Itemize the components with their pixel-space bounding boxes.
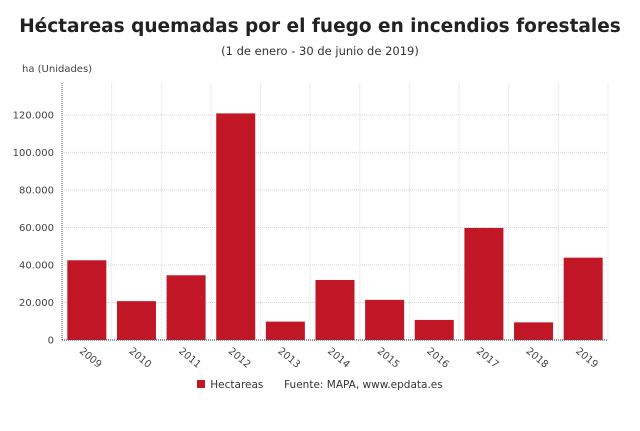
bar-2017: [464, 228, 504, 340]
bar-2019: [563, 257, 603, 340]
x-tick-label: 2015: [375, 346, 402, 371]
y-tick-label: 40.000: [19, 260, 54, 271]
x-tick-label: 2018: [524, 346, 551, 371]
chart-title: Héctareas quemadas por el fuego en incen…: [19, 16, 621, 37]
y-tick-label: 80.000: [19, 185, 54, 196]
source-note: Fuente: MAPA, www.epdata.es: [284, 379, 443, 391]
y-tick-label: 100.000: [13, 148, 54, 159]
x-tick-label: 2019: [573, 346, 600, 371]
y-tick-label: 0: [48, 336, 54, 347]
bar-2012: [216, 113, 256, 341]
x-tick-label: 2010: [127, 346, 154, 371]
y-tick-label: 60.000: [19, 223, 54, 234]
y-tick-label: 120.000: [13, 110, 54, 121]
chart-subtitle: (1 de enero - 30 de junio de 2019): [221, 44, 419, 58]
bar-2009: [67, 260, 107, 340]
x-tick-label: 2011: [176, 346, 203, 371]
bar-2018: [514, 322, 554, 340]
x-tick-label: 2009: [77, 346, 104, 371]
bar-2011: [166, 275, 206, 340]
legend-label: Hectareas: [210, 379, 264, 391]
x-tick-label: 2013: [275, 346, 302, 371]
y-axis-label: ha (Unidades): [22, 64, 93, 75]
x-tick-label: 2017: [474, 346, 501, 371]
x-tick-label: 2012: [226, 346, 253, 371]
bar-2013: [265, 321, 305, 340]
legend: Hectareas Fuente: MAPA, www.epdata.es: [0, 379, 640, 391]
x-tick-label: 2014: [325, 346, 352, 371]
bar-2010: [116, 301, 156, 340]
bar-2015: [365, 299, 405, 340]
bar-2016: [414, 319, 454, 340]
y-tick-label: 20.000: [19, 298, 54, 309]
x-tick-label: 2016: [424, 346, 451, 371]
legend-swatch: [197, 380, 206, 388]
bar-2014: [315, 279, 355, 340]
